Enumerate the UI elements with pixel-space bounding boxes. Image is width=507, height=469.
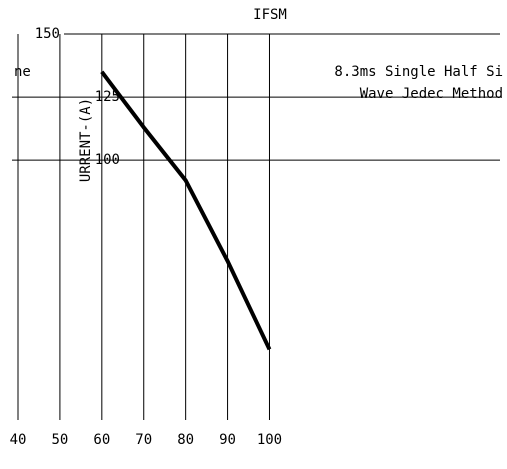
x-tick-label: 60 (93, 432, 110, 448)
chart-title: IFSM (253, 7, 287, 23)
x-tick-label: 80 (177, 432, 194, 448)
legend-fragment: ne (14, 64, 31, 80)
annotation: Wave Jedec Method (360, 86, 503, 102)
x-tick-label: 70 (135, 432, 152, 448)
x-tick-label: 40 (10, 432, 27, 448)
y-axis-label: URRENT-(A) (78, 98, 94, 182)
x-tick-label: 90 (219, 432, 236, 448)
series-line (100, 70, 272, 351)
x-tick-label: 50 (51, 432, 68, 448)
annotation: 8.3ms Single Half Si (334, 64, 503, 80)
y-tick-label: 150 (35, 26, 60, 42)
x-tick-label: 100 (257, 432, 282, 448)
